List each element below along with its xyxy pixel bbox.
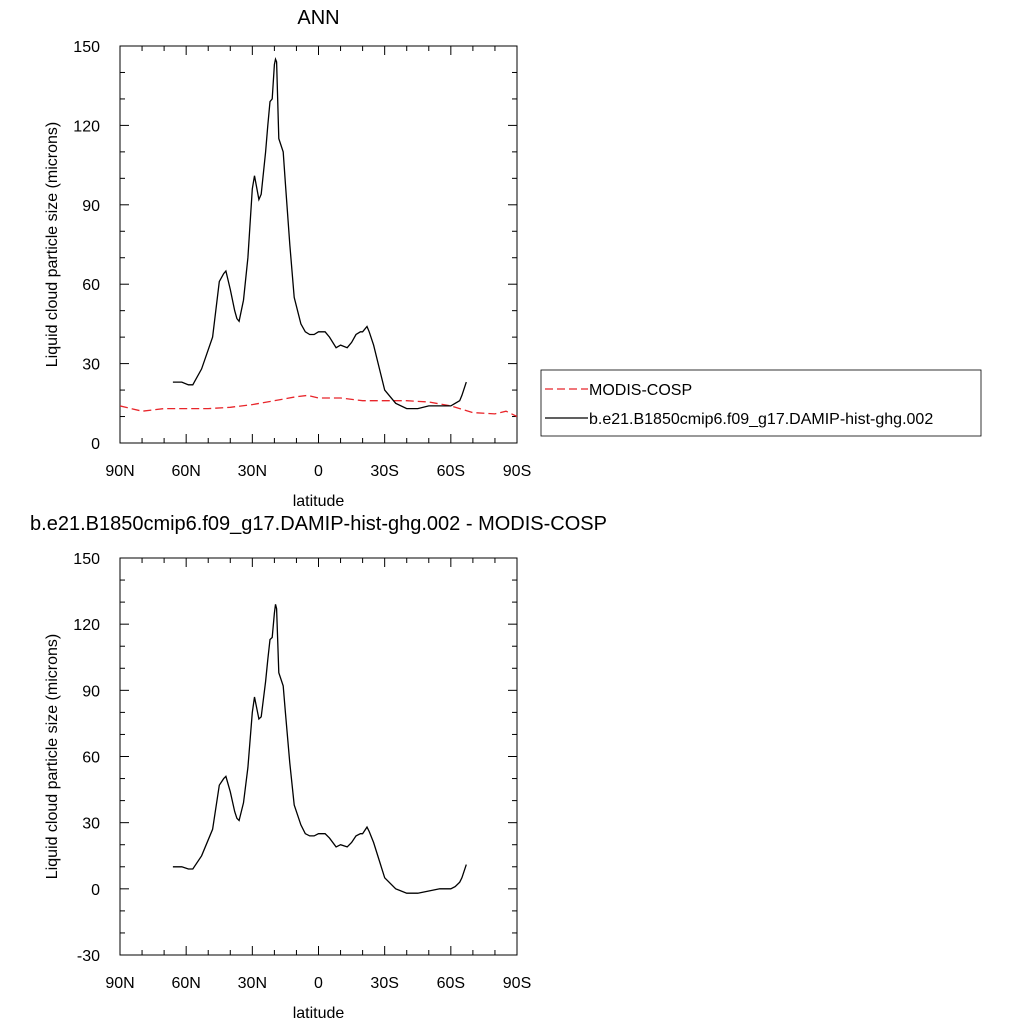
x-tick-label: 0 — [314, 463, 323, 480]
legend: MODIS-COSP b.e21.B1850cmip6.f09_g17.DAMIP… — [540, 369, 982, 437]
x-tick-label: 30N — [238, 463, 267, 480]
y-tick-label: 60 — [82, 277, 100, 294]
x-tick-label: 90N — [105, 463, 134, 480]
x-tick-label: 30S — [370, 463, 398, 480]
y-tick-label: 150 — [73, 551, 100, 568]
x-axis-label: latitude — [293, 493, 345, 510]
series-line-1 — [120, 394, 517, 418]
plot-1: ANN 90N 60N 30N 0 30S 60S 90S 0 30 60 90 120 150 latit… — [44, 7, 982, 510]
x-axis-label: latitude — [293, 1005, 345, 1022]
x-tick-label: 0 — [314, 975, 323, 992]
y-tick-label: 0 — [91, 436, 100, 453]
legend-label-2: b.e21.B1850cmip6.f09_g17.DAMIP-hist-ghg.… — [589, 411, 933, 428]
y-tick-label: 150 — [73, 39, 100, 56]
x-tick-label: 60S — [437, 463, 465, 480]
x-tick-label: 90S — [503, 463, 531, 480]
plot-frame — [119, 557, 518, 956]
chart-title: b.e21.B1850cmip6.f09_g17.DAMIP-hist-ghg.… — [30, 513, 607, 535]
y-tick-label: 90 — [82, 198, 100, 215]
x-tick-label: 90N — [105, 975, 134, 992]
x-tick-label: 60N — [171, 975, 200, 992]
series-line-1 — [172, 604, 467, 894]
plot-frame — [119, 45, 518, 444]
x-tick-label: 60S — [437, 975, 465, 992]
y-tick-label: 120 — [73, 617, 100, 634]
y-axis-label: Liquid cloud particle size (microns) — [44, 122, 61, 367]
series-line-2 — [172, 56, 467, 410]
y-tick-label: 0 — [91, 882, 100, 899]
y-tick-label: 30 — [82, 816, 100, 833]
x-tick-label: 30S — [370, 975, 398, 992]
y-tick-label: 90 — [82, 683, 100, 700]
y-tick-label: -30 — [77, 948, 100, 965]
y-axis-label: Liquid cloud particle size (microns) — [44, 634, 61, 879]
legend-box — [540, 369, 982, 437]
chart-title: ANN — [297, 7, 339, 29]
x-tick-label: 60N — [171, 463, 200, 480]
plot-2: b.e21.B1850cmip6.f09_g17.DAMIP-hist-ghg.… — [30, 513, 607, 1022]
x-tick-label: 90S — [503, 975, 531, 992]
y-tick-label: 30 — [82, 357, 100, 374]
legend-label-1: MODIS-COSP — [589, 382, 692, 399]
x-tick-label: 30N — [238, 975, 267, 992]
y-tick-label: 120 — [73, 118, 100, 135]
y-tick-label: 60 — [82, 750, 100, 767]
